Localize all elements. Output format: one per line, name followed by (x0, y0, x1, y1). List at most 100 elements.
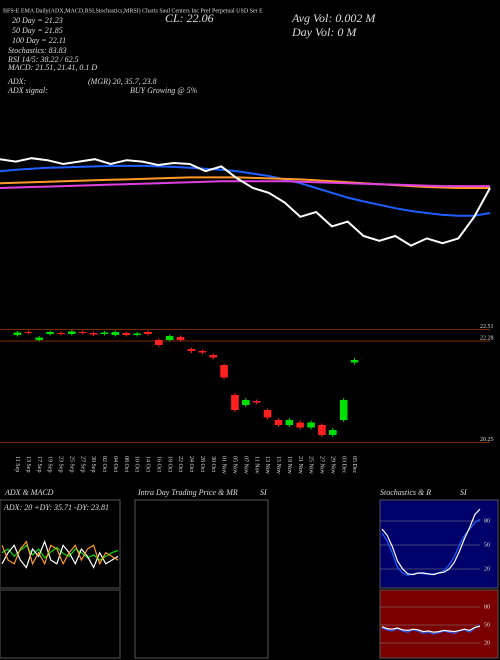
x-tick-label: 03 Dec (340, 456, 346, 473)
x-tick-label: 10 Oct (134, 456, 140, 472)
panel-frame (379, 499, 499, 589)
candle-body (198, 351, 207, 353)
candle-body (100, 332, 109, 334)
x-tick-label: 24 Oct (188, 456, 194, 472)
y-tick-label: 22.51 (480, 324, 494, 330)
candle-body (187, 349, 196, 351)
candle-body (231, 395, 239, 410)
candle-body (263, 410, 272, 418)
x-tick-label: 14 Oct (145, 456, 151, 472)
candle-body (78, 332, 87, 333)
x-tick-label: 25 Nov (308, 456, 314, 474)
panel-frame (0, 589, 121, 659)
series-line (1, 539, 119, 569)
avg-vol: Avg Vol: 0.002 M (291, 11, 376, 25)
x-tick-label: 07 Nov (242, 456, 248, 474)
x-tick-label: 17 Sep (36, 456, 42, 473)
x-tick-label: 04 Oct (112, 456, 118, 472)
candle-body (24, 332, 33, 333)
candle-body (111, 332, 120, 335)
close-label: CL: 22.06 (165, 11, 214, 25)
x-tick-label: 15 Nov (275, 456, 281, 474)
x-tick-label: 27 Sep (79, 456, 85, 473)
x-tick-label: 08 Oct (123, 456, 129, 472)
x-tick-label: 05 Nov (232, 456, 238, 474)
panel-title: ADX & MACD (4, 488, 54, 497)
x-tick-label: 01 Nov (221, 456, 227, 474)
x-tick-label: 18 Oct (166, 456, 172, 472)
series-line (381, 625, 481, 633)
x-tick-label: 23 Sep (58, 456, 64, 473)
y-tick-label: 80 (484, 604, 490, 610)
candle-body (122, 333, 130, 335)
x-tick-label: 22 Oct (177, 456, 183, 472)
candle-body (252, 401, 261, 403)
series-line (0, 180, 490, 189)
candle-body (339, 400, 348, 420)
series-line (1, 540, 119, 566)
adx-signal: BUY Growing @ 5% (130, 86, 198, 95)
candle-body (35, 337, 43, 340)
candle-body (13, 332, 22, 335)
x-tick-label: 16 Oct (155, 456, 161, 472)
y-tick-label: 50 (484, 542, 490, 548)
ema100-label: 100 Day = 22.11 (12, 36, 66, 45)
adx-signal-label: ADX signal: (7, 86, 48, 95)
candle-body (350, 360, 359, 363)
candle-body (155, 340, 163, 345)
panel-frame (134, 499, 269, 659)
panel-title: SI (460, 488, 467, 497)
rsi-label: RSI 14/5: 38.22 / 62.5 (7, 55, 79, 64)
x-tick-label: 13 Nov (264, 456, 270, 474)
series-line (381, 508, 481, 576)
x-tick-label: 19 Nov (286, 456, 292, 474)
candle-body (176, 337, 185, 340)
stoch-label: Stochastics: 83.83 (8, 46, 67, 55)
candle-body (242, 400, 250, 405)
adx-values: (MGR) 20, 35.7, 23.8 (88, 77, 157, 86)
panel-title: SI (260, 488, 267, 497)
y-tick-label: 50 (484, 622, 490, 628)
y-tick-label: 22.28 (480, 335, 494, 341)
ema50-label: 50 Day = 21.85 (12, 26, 63, 35)
candle-body (209, 355, 217, 358)
candle-body (296, 422, 304, 428)
x-tick-label: 02 Oct (101, 456, 107, 472)
x-tick-label: 21 Nov (297, 456, 303, 474)
x-tick-label: 27 Nov (319, 456, 325, 474)
candle-body (329, 430, 337, 435)
adx-label: ADX: (7, 77, 27, 86)
x-tick-label: 30 Sep (90, 456, 96, 473)
macd-label: MACD: 21.51, 21.41, 0.1 D (7, 63, 97, 72)
candle-body (89, 333, 98, 335)
candle-body (68, 331, 76, 334)
adx-line: ADX: 20 +DY: 35.71 -DY: 23.81 (3, 503, 109, 512)
panel-frame (0, 499, 121, 589)
y-tick-label: 20 (484, 566, 490, 572)
candle-body (307, 422, 315, 428)
panel-title: Intra Day Trading Price & MR (137, 488, 238, 497)
candle-body (285, 420, 294, 425)
header-line: BFS-E EMA Daily(ADX,MACD,RSI,Stochastics… (3, 7, 263, 14)
candle-body (46, 332, 54, 334)
panel-frame (379, 589, 499, 659)
candle-body (318, 425, 326, 435)
panel-title: Stochastics & R (380, 488, 431, 497)
x-tick-label: 11 Nov (253, 456, 259, 474)
x-tick-label: 13 Sep (25, 456, 31, 473)
x-tick-label: 25 Sep (68, 456, 74, 473)
candle-body (133, 333, 141, 335)
x-tick-label: 30 Oct (210, 456, 216, 472)
x-tick-label: 29 Nov (329, 456, 335, 474)
candle-body (165, 336, 174, 340)
candle-body (57, 333, 65, 334)
x-tick-label: 19 Sep (47, 456, 53, 473)
series-line (0, 157, 491, 247)
x-tick-label: 05 Dec (351, 456, 357, 473)
candle-body (144, 332, 152, 334)
y-tick-label: 20 (484, 640, 490, 646)
day-vol: Day Vol: 0 M (291, 25, 357, 39)
x-tick-label: 28 Oct (199, 456, 205, 472)
series-line (0, 164, 491, 217)
